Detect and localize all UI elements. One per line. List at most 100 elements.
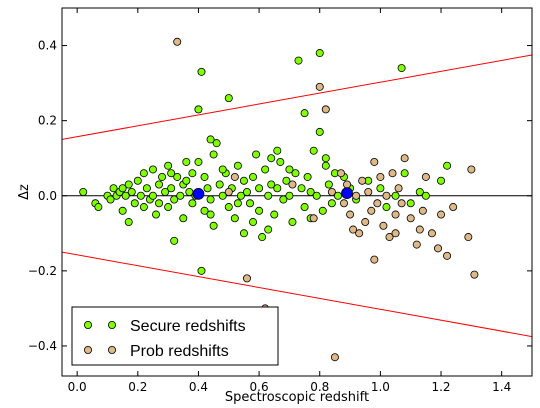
prob-point <box>394 184 403 193</box>
legend-marker-secure <box>84 320 93 329</box>
secure-point <box>230 214 239 223</box>
prob-point <box>376 172 385 181</box>
secure-point <box>176 191 185 200</box>
secure-point <box>255 184 264 193</box>
secure-point <box>258 233 267 242</box>
secure-point <box>218 165 227 174</box>
secure-point <box>315 127 324 136</box>
prob-point <box>355 229 364 238</box>
y-axis-label: Δz <box>17 184 32 200</box>
secure-point <box>200 206 209 215</box>
prob-point <box>309 214 318 223</box>
prob-point <box>388 169 397 178</box>
secure-point <box>267 180 276 189</box>
secure-point <box>397 64 406 73</box>
prob-point <box>370 255 379 264</box>
secure-point <box>285 191 294 200</box>
axis-ticks: 0.0 0.2 0.4 0.6 0.8 1.0 1.2 1.4 −0.4 −0.2 0.0 0.2 0.… <box>28 8 532 394</box>
secure-point <box>315 49 324 58</box>
secure-point <box>118 206 127 215</box>
secure-point <box>197 266 206 275</box>
prob-point <box>321 105 330 114</box>
y-tick-label: −0.2 <box>28 264 57 278</box>
secure-point <box>224 94 233 103</box>
prob-point <box>361 218 370 227</box>
legend-box <box>71 306 279 366</box>
secure-point <box>127 187 136 196</box>
secure-point <box>133 176 142 185</box>
legend-label-prob: Prob redshifts <box>130 343 229 360</box>
x-axis-label: Spectroscopic redshift <box>225 390 369 405</box>
prob-point <box>406 214 415 223</box>
secure-point <box>309 146 318 155</box>
secure-point <box>294 56 303 65</box>
secure-point <box>239 176 248 185</box>
prob-point <box>443 251 452 260</box>
y-tick-label: −0.4 <box>28 339 57 353</box>
prob-point <box>391 229 400 238</box>
secure-point <box>252 150 261 159</box>
secure-point <box>182 157 191 166</box>
secure-point <box>158 172 167 181</box>
secure-point <box>382 203 391 212</box>
secure-point <box>206 210 215 219</box>
secure-point <box>188 169 197 178</box>
secure-point <box>321 154 330 163</box>
secure-point <box>233 161 242 170</box>
prob-point <box>339 199 348 208</box>
plot-frame <box>61 7 533 377</box>
legend-marker-secure <box>108 320 117 329</box>
mean-point <box>192 187 205 200</box>
secure-point <box>327 199 336 208</box>
prob-point <box>230 172 239 181</box>
legend-marker-prob <box>84 345 93 354</box>
prob-point <box>418 206 427 215</box>
secure-point <box>139 203 148 212</box>
secure-point <box>170 236 179 245</box>
prob-point <box>391 210 400 219</box>
secure-point <box>215 180 224 189</box>
prob-point <box>315 82 324 91</box>
prob-point <box>352 191 361 200</box>
data-points <box>79 37 479 362</box>
prob-point <box>470 270 479 279</box>
secure-point <box>173 172 182 181</box>
secure-point <box>421 191 430 200</box>
secure-point <box>124 180 133 189</box>
secure-point <box>203 184 212 193</box>
secure-point <box>276 157 285 166</box>
secure-point <box>206 195 215 204</box>
secure-point <box>151 210 160 219</box>
secure-point <box>212 139 221 148</box>
prob-point <box>382 191 391 200</box>
secure-point <box>443 161 452 170</box>
secure-point <box>224 203 233 212</box>
secure-point <box>236 191 245 200</box>
secure-point <box>167 169 176 178</box>
secure-point <box>285 165 294 174</box>
secure-point <box>94 203 103 212</box>
reference-line-lower <box>62 251 532 338</box>
secure-point <box>249 172 258 181</box>
secure-point <box>264 191 273 200</box>
secure-point <box>109 184 118 193</box>
secure-point <box>324 180 333 189</box>
secure-point <box>161 187 170 196</box>
secure-point <box>400 169 409 178</box>
secure-point <box>291 169 300 178</box>
secure-point <box>130 199 139 208</box>
prob-point <box>364 187 373 196</box>
prob-point <box>349 225 358 234</box>
secure-point <box>197 67 206 76</box>
prob-point <box>173 37 182 46</box>
prob-point <box>346 210 355 219</box>
secure-point <box>182 176 191 185</box>
secure-point <box>239 229 248 238</box>
secure-point <box>282 176 291 185</box>
x-tick-label: 0.6 <box>250 380 269 394</box>
secure-point <box>194 157 203 166</box>
secure-point <box>106 195 115 204</box>
secure-point <box>218 191 227 200</box>
secure-point <box>391 191 400 200</box>
